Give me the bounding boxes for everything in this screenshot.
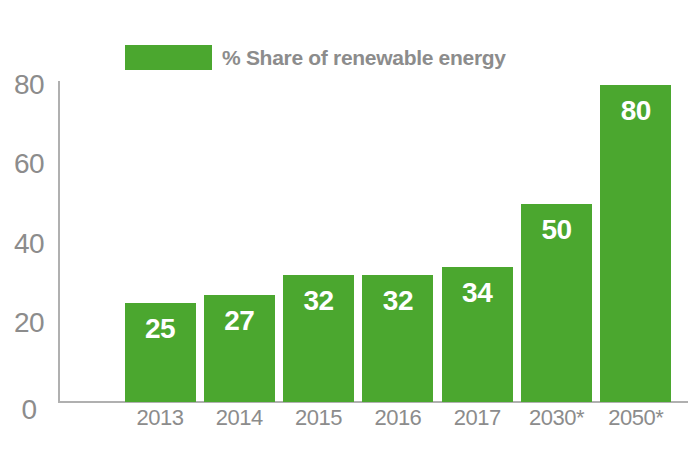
- legend-swatch: [125, 45, 212, 70]
- bar-2015: 32: [283, 275, 354, 402]
- bar-value-label: 80: [600, 95, 671, 127]
- bar-2017: 34: [442, 267, 513, 402]
- bar-2016: 32: [362, 275, 433, 402]
- y-tick-label: 0: [6, 394, 52, 426]
- y-tick-label: 60: [6, 148, 52, 180]
- bar-value-label: 25: [125, 313, 196, 345]
- x-tick-label: 2030*: [517, 405, 597, 431]
- x-tick-label: 2015: [279, 405, 359, 431]
- x-tick-label: 2050*: [596, 405, 676, 431]
- bar-value-label: 32: [283, 285, 354, 317]
- x-tick-label: 2014: [199, 405, 279, 431]
- bar-value-label: 27: [204, 305, 275, 337]
- x-tick-label: 2013: [120, 405, 200, 431]
- y-tick-label: 20: [6, 307, 52, 339]
- bar-chart: % Share of renewable energy 0 20 40 60 80 25…: [0, 0, 700, 467]
- y-axis-line: [58, 81, 60, 403]
- bar-2013: 25: [125, 303, 196, 402]
- legend-label: % Share of renewable energy: [222, 45, 506, 70]
- bar-value-label: 34: [442, 277, 513, 309]
- bar-2050*: 80: [600, 85, 671, 402]
- bar-2030*: 50: [521, 204, 592, 402]
- y-tick-label: 40: [6, 228, 52, 260]
- bar-value-label: 32: [362, 285, 433, 317]
- bar-2014: 27: [204, 295, 275, 402]
- bar-value-label: 50: [521, 214, 592, 246]
- y-tick-label: 80: [6, 69, 52, 101]
- x-tick-label: 2017: [437, 405, 517, 431]
- x-tick-label: 2016: [358, 405, 438, 431]
